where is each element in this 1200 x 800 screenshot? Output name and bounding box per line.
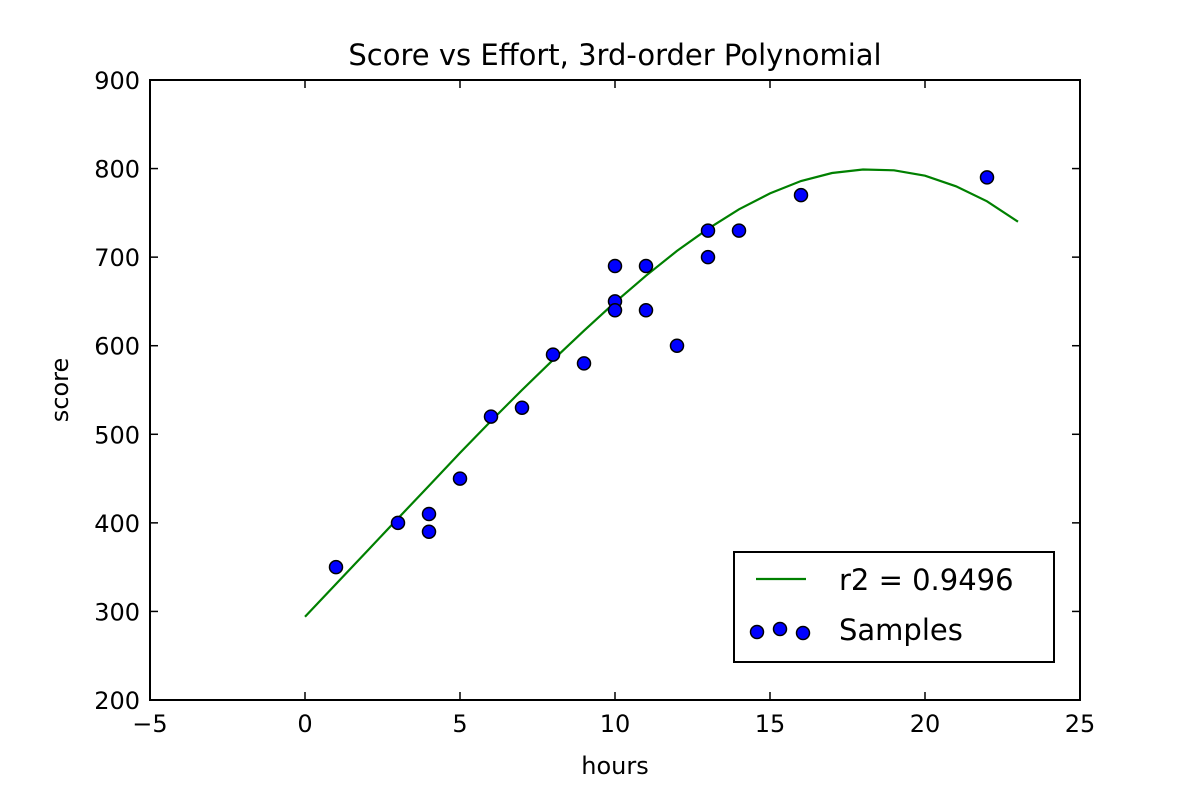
- x-tick-label: 15: [755, 710, 786, 738]
- legend-point-swatch: [772, 621, 788, 637]
- sample-point: [421, 524, 437, 539]
- sample-point: [669, 338, 685, 353]
- fit-line: [304, 168, 1019, 618]
- y-tick-label: 700: [94, 244, 140, 272]
- x-tick-label: 25: [1065, 710, 1096, 738]
- sample-point: [576, 356, 592, 371]
- sample-point: [483, 409, 499, 424]
- sample-point: [979, 170, 995, 185]
- sample-point: [421, 506, 437, 522]
- plot-frame: [149, 79, 1081, 701]
- x-axis-title: hours: [581, 752, 648, 780]
- sample-point: [607, 303, 623, 318]
- x-tick-label: 0: [297, 710, 312, 738]
- sample-point: [638, 303, 654, 318]
- y-axis-title: score: [46, 358, 74, 423]
- sample-point: [514, 400, 530, 415]
- y-tick-label: 800: [94, 156, 140, 184]
- legend-label-samples: Samples: [839, 613, 963, 647]
- plot-area: −5 0 5 10 15 20 25 200 300 400 500 600 700 800 900: [94, 67, 1095, 738]
- sample-point: [793, 187, 809, 203]
- legend-point-swatch: [749, 624, 765, 640]
- sample-point: [452, 471, 468, 486]
- sample-point: [700, 249, 716, 265]
- y-tick-label: 300: [94, 598, 140, 626]
- y-tick-label: 500: [94, 421, 140, 449]
- sample-point: [390, 515, 406, 531]
- sample-point: [545, 347, 561, 362]
- sample-point: [638, 258, 654, 274]
- sample-point: [700, 223, 716, 238]
- x-tick-label: 20: [910, 710, 941, 738]
- chart-title: Score vs Effort, 3rd-order Polynomial: [348, 38, 881, 72]
- y-tick-label: 900: [94, 67, 140, 95]
- y-tick-label: 600: [94, 333, 140, 361]
- x-tick-label: −5: [132, 710, 167, 738]
- plot-content: [304, 168, 1019, 618]
- legend-label-fit: r2 = 0.9496: [839, 563, 1014, 597]
- sample-point: [607, 258, 623, 274]
- legend: r2 = 0.9496 Samples: [733, 551, 1055, 663]
- x-tick-label: 5: [452, 710, 467, 738]
- y-tick-label: 200: [94, 687, 140, 715]
- legend-point-swatch: [795, 625, 811, 641]
- legend-box: [733, 551, 1055, 663]
- x-tick-label: 10: [600, 710, 631, 738]
- sample-point: [328, 559, 344, 575]
- sample-point: [731, 223, 747, 238]
- y-tick-label: 400: [94, 510, 140, 538]
